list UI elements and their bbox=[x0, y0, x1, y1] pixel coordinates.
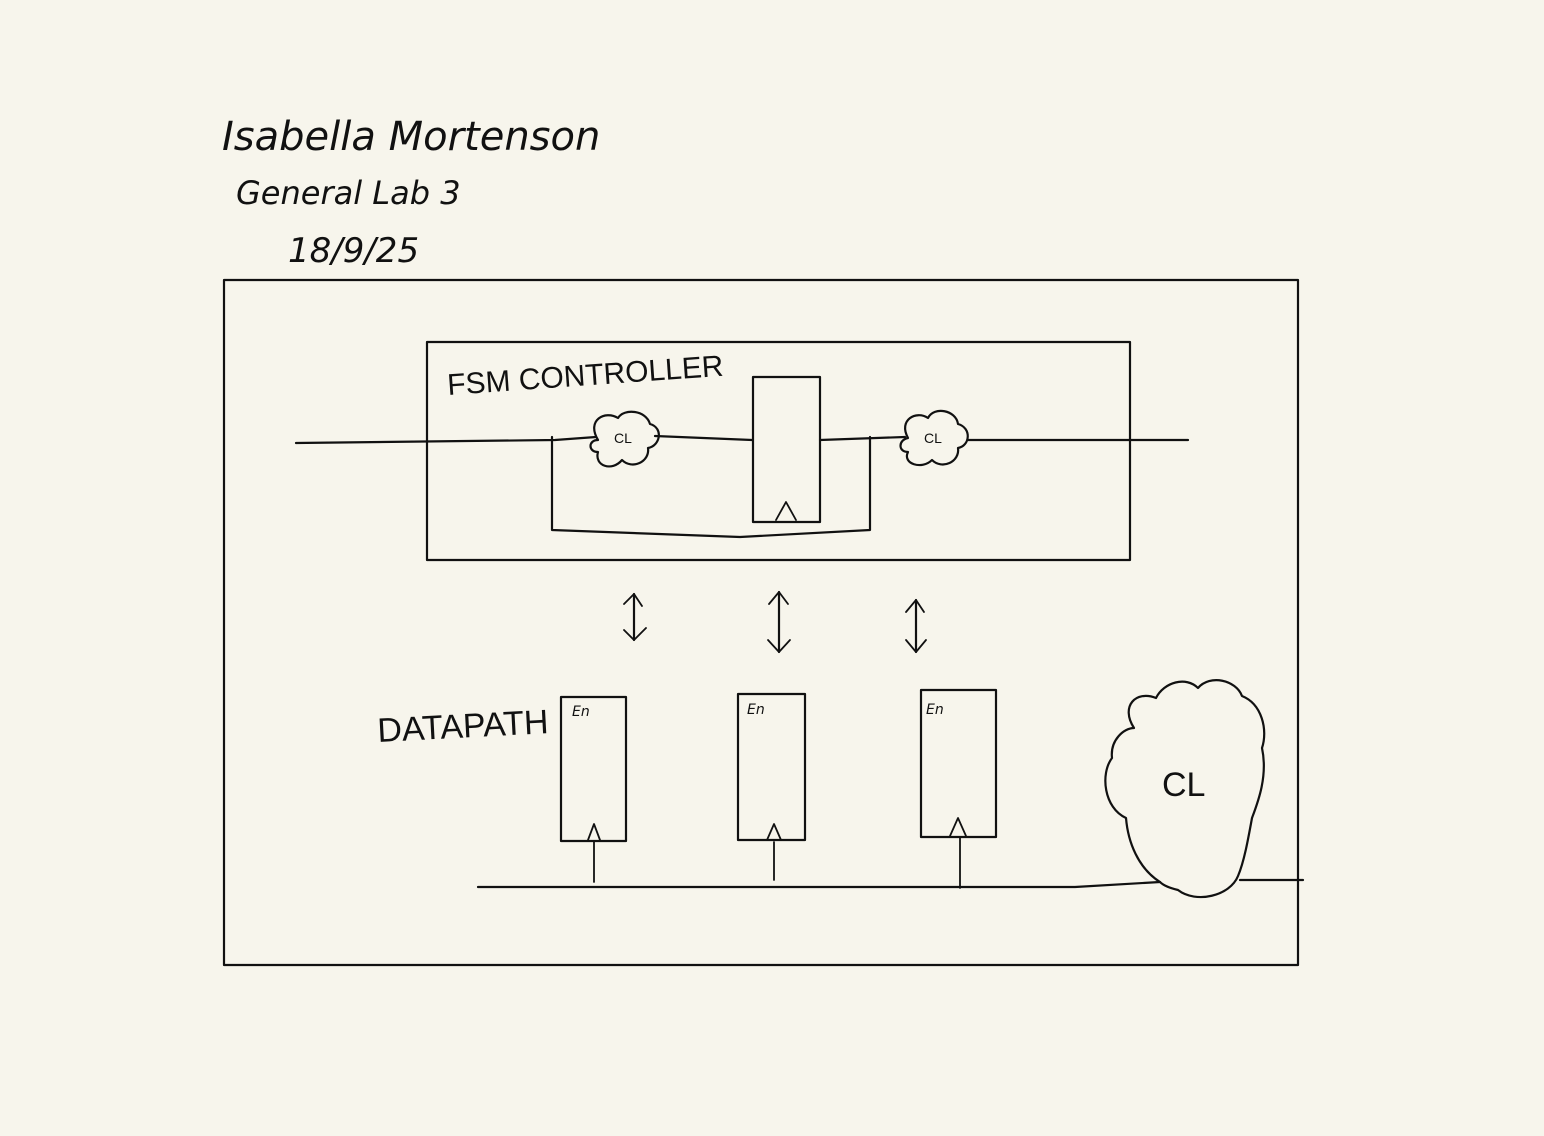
control-arrow-1 bbox=[623, 592, 647, 642]
datapath-register-3: En bbox=[919, 688, 998, 889]
fsm-feedback-loop bbox=[550, 435, 872, 539]
clock-triangle-icon bbox=[766, 823, 782, 841]
fsm-wire-from-state-reg bbox=[818, 435, 907, 442]
course-title: General Lab 3 bbox=[236, 174, 461, 212]
datapath-bus bbox=[476, 880, 1162, 889]
datapath-logic-cloud-label: CL bbox=[1162, 766, 1205, 804]
datapath-register-2: En bbox=[736, 692, 807, 881]
fsm-controller-box bbox=[425, 340, 1132, 562]
register-3-enable-label: En bbox=[926, 702, 944, 718]
clock-triangle-icon bbox=[775, 501, 797, 521]
fsm-logic-cloud-right-label: CL bbox=[924, 430, 942, 446]
control-arrow-3 bbox=[905, 598, 927, 654]
register-2-enable-label: En bbox=[747, 702, 765, 718]
fsm-controller-label: FSM CONTROLLER bbox=[446, 350, 724, 402]
date-text: 18/9/25 bbox=[288, 231, 419, 271]
datapath-register-1: En bbox=[559, 695, 628, 883]
fsm-input-wire bbox=[294, 435, 598, 445]
register-1-enable-label: En bbox=[572, 704, 590, 720]
control-arrow-2 bbox=[767, 590, 791, 654]
fsm-wire-to-state-reg bbox=[653, 434, 754, 442]
fsm-logic-cloud-left-label: CL bbox=[614, 430, 632, 446]
datapath-logic-cloud: CL bbox=[1104, 679, 1266, 899]
clock-triangle-icon bbox=[949, 817, 967, 837]
datapath-label: DATAPATH bbox=[376, 703, 549, 750]
author-name: Isabella Mortenson bbox=[222, 114, 600, 160]
fsm-state-register bbox=[751, 375, 822, 524]
outer-system-box bbox=[222, 278, 1300, 967]
fsm-logic-cloud-right: CL bbox=[899, 409, 969, 467]
fsm-logic-cloud-left: CL bbox=[589, 410, 660, 468]
clock-triangle-icon bbox=[587, 823, 601, 841]
